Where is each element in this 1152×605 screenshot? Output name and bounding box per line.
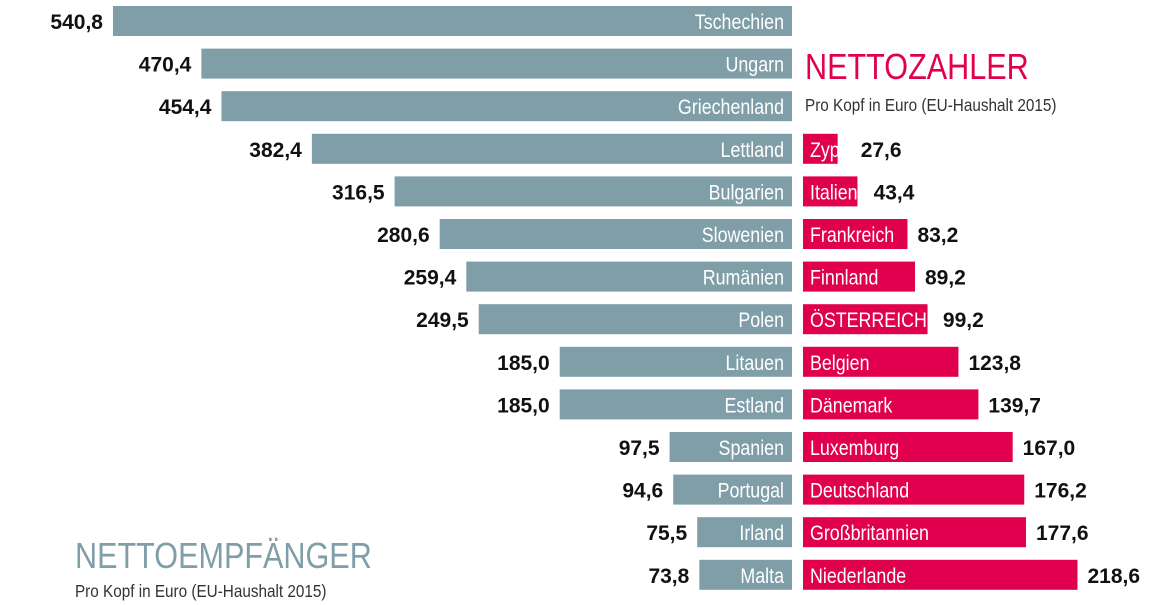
value-label: 167,0 bbox=[1023, 437, 1076, 460]
right-title: NETTOZAHLER bbox=[805, 48, 1029, 88]
bar-recipient bbox=[559, 389, 792, 420]
bar-recipient bbox=[699, 559, 792, 590]
value-label: 259,4 bbox=[404, 267, 457, 290]
value-label: 139,7 bbox=[988, 394, 1041, 417]
value-label: 218,6 bbox=[1087, 565, 1140, 588]
bar-recipient bbox=[673, 474, 792, 505]
bar-label: Malta bbox=[740, 564, 784, 588]
bar-recipient bbox=[669, 432, 792, 462]
bar-recipient bbox=[311, 133, 792, 164]
bar-payer bbox=[803, 133, 838, 164]
value-label: 185,0 bbox=[497, 352, 550, 375]
bar-label: Portugal bbox=[718, 479, 784, 503]
bar-label: Slowenien bbox=[702, 224, 784, 248]
bar-payer bbox=[803, 474, 1025, 505]
bar-label: Frankreich bbox=[810, 224, 894, 248]
bar-recipient bbox=[466, 261, 792, 292]
bar-label: Griechenland bbox=[678, 96, 784, 120]
bar-label: Italien bbox=[810, 181, 858, 205]
bar-label: Belgien bbox=[810, 351, 869, 375]
value-label: 94,6 bbox=[622, 480, 663, 503]
bar-recipient bbox=[201, 48, 793, 79]
value-label: 382,4 bbox=[249, 139, 302, 162]
value-label: 316,5 bbox=[332, 181, 385, 204]
bar-payer bbox=[803, 304, 928, 335]
bar-payer bbox=[803, 389, 979, 420]
value-label: 75,5 bbox=[646, 522, 687, 545]
bar-label: Großbritannien bbox=[810, 522, 929, 546]
bar-recipient bbox=[394, 176, 792, 207]
value-label: 470,4 bbox=[139, 54, 192, 77]
right-subtitle: Pro Kopf in Euro (EU-Haushalt 2015) bbox=[805, 95, 1056, 115]
bar-recipient bbox=[478, 304, 792, 335]
bar-recipient bbox=[221, 91, 793, 122]
value-label: 73,8 bbox=[648, 565, 689, 588]
bar-payer bbox=[803, 261, 915, 292]
bar-label: Ungarn bbox=[726, 53, 784, 77]
bar-label: Litauen bbox=[725, 351, 784, 375]
bar-label: Polen bbox=[738, 309, 784, 333]
value-label: 177,6 bbox=[1036, 522, 1089, 545]
bar-label: Deutschland bbox=[810, 479, 909, 503]
bar-payer bbox=[803, 346, 959, 377]
value-label: 83,2 bbox=[917, 224, 958, 247]
bar-label: Rumänien bbox=[703, 266, 784, 290]
value-label: 99,2 bbox=[943, 309, 984, 332]
value-label: 249,5 bbox=[416, 309, 469, 332]
value-label: 540,8 bbox=[50, 11, 103, 34]
left-subtitle: Pro Kopf in Euro (EU-Haushalt 2015) bbox=[75, 581, 326, 601]
bar-payer bbox=[803, 517, 1026, 548]
value-label: 280,6 bbox=[377, 224, 430, 247]
bar-label: Finnland bbox=[810, 266, 878, 290]
bar-label: Luxemburg bbox=[810, 437, 899, 461]
value-label: 27,6 bbox=[861, 139, 902, 162]
bar-recipient bbox=[439, 219, 792, 249]
bar-recipient bbox=[559, 346, 792, 377]
bar-recipient bbox=[112, 6, 793, 36]
bar-payer bbox=[803, 559, 1078, 590]
bar-label: Tschechien bbox=[695, 11, 784, 35]
bar-label: Niederlande bbox=[810, 564, 906, 588]
bar-label: Irland bbox=[739, 522, 784, 546]
value-label: 89,2 bbox=[925, 267, 966, 290]
bar-label: Zyp. bbox=[810, 138, 845, 162]
value-label: 185,0 bbox=[497, 394, 550, 417]
bar-label: Bulgarien bbox=[709, 181, 784, 205]
bar-label: ÖSTERREICH bbox=[810, 309, 927, 333]
bar-label: Spanien bbox=[719, 437, 784, 461]
bar-label: Dänemark bbox=[810, 394, 892, 418]
value-label: 97,5 bbox=[619, 437, 660, 460]
bar-payer bbox=[803, 176, 858, 207]
value-label: 454,4 bbox=[159, 96, 212, 119]
bar-payer bbox=[803, 219, 908, 249]
bar-recipient bbox=[697, 517, 792, 548]
bar-payer bbox=[803, 432, 1013, 462]
bar-label: Estland bbox=[725, 394, 784, 418]
bar-label: Lettland bbox=[721, 138, 784, 162]
value-label: 123,8 bbox=[968, 352, 1021, 375]
value-label: 176,2 bbox=[1034, 480, 1087, 503]
value-label: 43,4 bbox=[874, 181, 915, 204]
left-title: NETTOEMPFÄNGER bbox=[75, 537, 372, 577]
